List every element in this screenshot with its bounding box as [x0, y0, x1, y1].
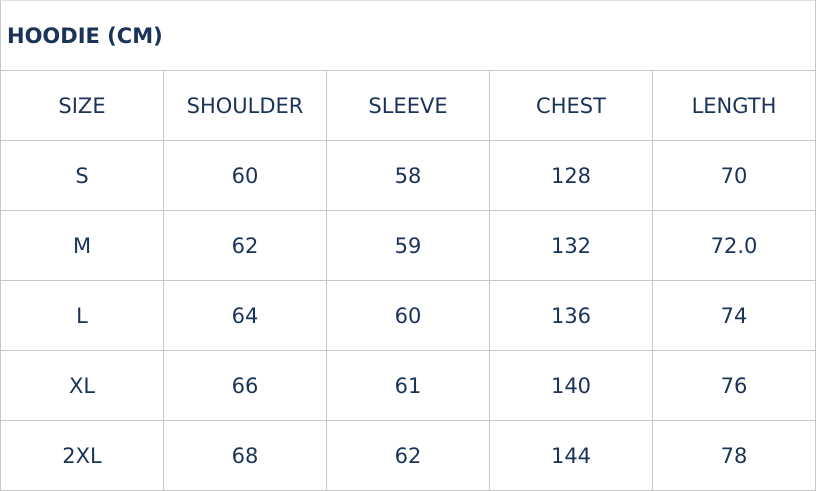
table-cell: 68	[163, 420, 327, 491]
table-cell: 58	[326, 140, 490, 211]
table-cell: 140	[489, 350, 653, 421]
table-row: 2XL 68 62 144 78	[0, 420, 816, 491]
table-cell: 144	[489, 420, 653, 491]
header-sleeve: SLEEVE	[326, 70, 490, 141]
table-cell: 76	[652, 350, 816, 421]
table-title: HOODIE (CM)	[0, 0, 816, 71]
table-cell: 60	[326, 280, 490, 351]
header-row: SIZE SHOULDER SLEEVE CHEST LENGTH	[0, 70, 816, 141]
table-cell: 64	[163, 280, 327, 351]
header-chest: CHEST	[489, 70, 653, 141]
table-cell: 74	[652, 280, 816, 351]
table-cell: 132	[489, 210, 653, 281]
table-row: M 62 59 132 72.0	[0, 210, 816, 281]
table-cell: 62	[326, 420, 490, 491]
header-size: SIZE	[0, 70, 164, 141]
table-cell: 61	[326, 350, 490, 421]
table-cell: M	[0, 210, 164, 281]
table-row: L 64 60 136 74	[0, 280, 816, 351]
header-shoulder: SHOULDER	[163, 70, 327, 141]
table-cell: S	[0, 140, 164, 211]
table-cell: 2XL	[0, 420, 164, 491]
table-cell: 136	[489, 280, 653, 351]
table-cell: 72.0	[652, 210, 816, 281]
table-cell: 78	[652, 420, 816, 491]
table-cell: 128	[489, 140, 653, 211]
header-length: LENGTH	[652, 70, 816, 141]
table-cell: 70	[652, 140, 816, 211]
table-cell: XL	[0, 350, 164, 421]
table-row: S 60 58 128 70	[0, 140, 816, 211]
table-cell: 62	[163, 210, 327, 281]
table-row: XL 66 61 140 76	[0, 350, 816, 421]
table-cell: L	[0, 280, 164, 351]
table-cell: 60	[163, 140, 327, 211]
table-cell: 66	[163, 350, 327, 421]
table-cell: 59	[326, 210, 490, 281]
